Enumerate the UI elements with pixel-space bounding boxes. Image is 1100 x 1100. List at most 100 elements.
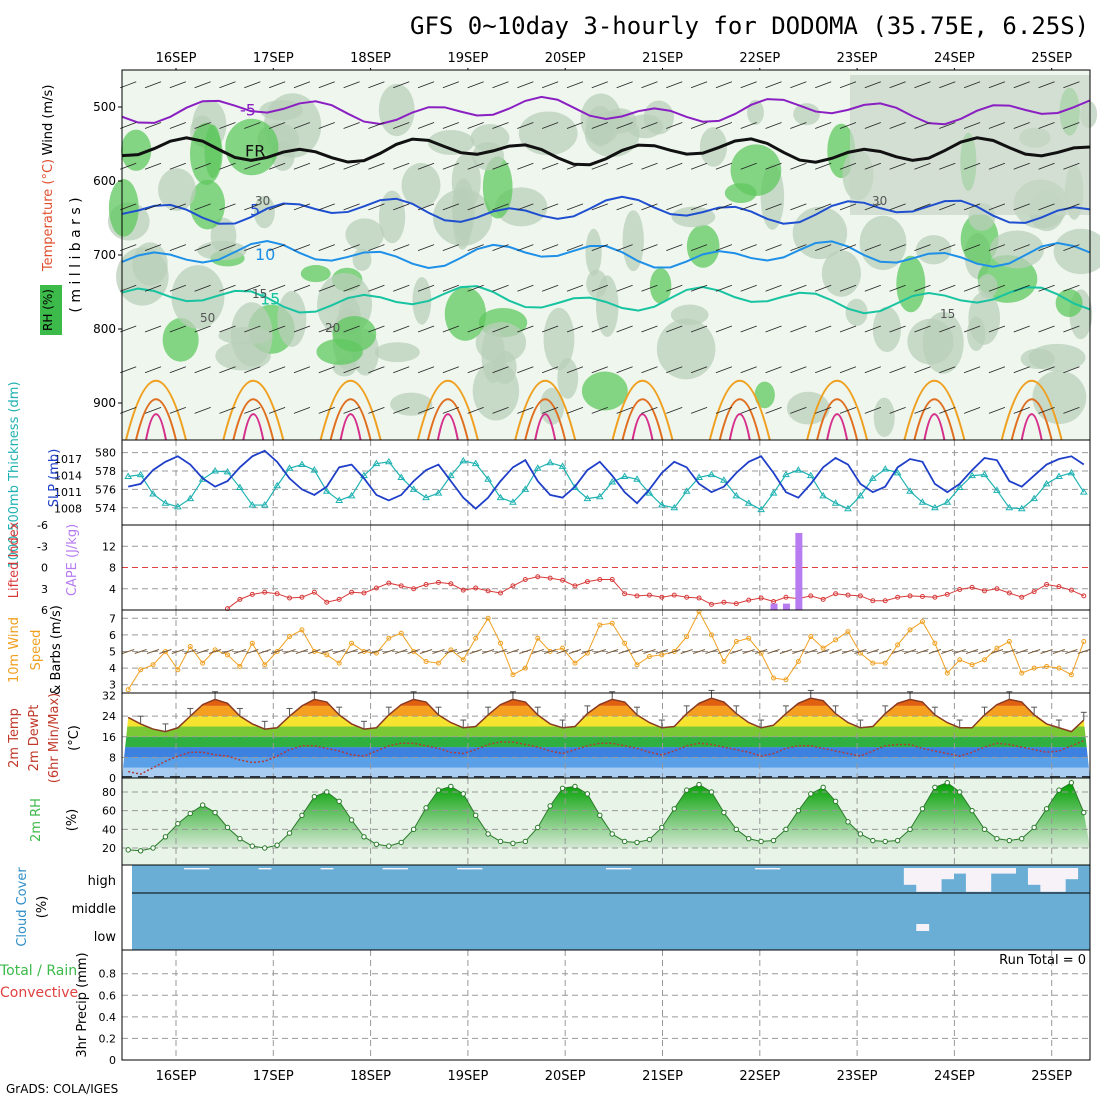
wind-barb [666,407,683,414]
rh-shade-blob [374,342,420,363]
lifted-index-point [721,599,727,605]
thickness-point [782,470,790,478]
wind-barb [194,122,211,129]
rh-shade-blob [444,287,487,341]
isotherm-label: 10 [255,245,275,264]
wind-barb [889,81,906,89]
rh2m-point [386,843,392,849]
wind-barb [715,122,733,129]
wind-barb [169,203,186,211]
isotherm-line [121,136,1091,167]
lifted-index-point [336,596,342,602]
pressure-tick: 500 [93,100,116,114]
lifted-index-point [708,601,714,607]
wind-barb [740,162,757,170]
lifted-index-point [386,580,392,586]
wind-barb [343,284,360,292]
wind-barb [765,284,782,292]
thickness-point [384,457,393,465]
wind-barb [914,325,931,333]
cloud-bar [258,868,272,870]
isotherm-line [121,285,1091,315]
rh-shade-blob [300,265,331,283]
wind10m-point [982,657,988,663]
wind-barb [666,325,683,333]
wind-barb [467,122,484,129]
wind10m-point [746,635,752,641]
thickness-tick: 580 [95,447,116,460]
wind-barb [417,81,435,89]
wind-barb [690,366,708,374]
wind-barb [144,203,162,211]
pressure-tick: 700 [93,248,116,262]
date-tick-bottom: 25SEP [1031,1069,1072,1084]
wind-barb [144,284,162,292]
wind-barb [690,203,708,211]
wind-barb [1013,366,1030,374]
rh2m-point [882,838,888,845]
rh-shade-blob [649,268,672,304]
thickness-point [409,485,418,492]
wind-barb [318,325,335,333]
wind10m-barb [717,649,731,654]
wind-barb [914,81,931,89]
wind-barb [144,244,162,251]
rh-shade-blob [472,361,520,421]
cloud-bar [1052,868,1066,892]
wind-barb [417,203,435,211]
rh2m-point [137,848,144,854]
wind-barb [715,366,733,374]
wind10m-point [895,642,901,648]
dewpt2m-line [128,739,1085,775]
rh-shade-blob [189,179,225,230]
rh2m-point [1006,837,1013,844]
isotherm-20-arch [416,379,479,441]
wind-barb [219,407,236,414]
date-tick-top: 17SEP [253,51,294,66]
rh2m-point [311,793,318,800]
rh2m-area [122,782,1090,848]
wind-barb [492,244,509,251]
wind-barb [790,325,807,333]
lifted-index-point [671,592,677,598]
wind10m-point [870,660,876,666]
wind-barb [467,325,484,333]
wind-barb [815,203,832,211]
thickness-point [484,475,492,482]
lifted-index-line [227,576,1085,609]
wind10m-barb [419,649,433,654]
rh2m-point [708,789,715,795]
wind10m-point [560,645,566,651]
wind10m-point [535,635,541,641]
wind10m-barb [916,649,929,654]
wind-barb [293,81,311,89]
wind-barb [169,244,186,251]
lifted-index-point [820,596,826,602]
lifted-index-point [398,583,404,589]
date-tick-top: 22SEP [739,51,780,66]
rh-shade-blob [557,357,579,399]
ylabel-temp-c: (6hr Min/Max) [47,693,62,783]
thickness-point [856,491,865,499]
wind10m-barb [1027,649,1041,654]
date-tick-bottom: 21SEP [642,1069,683,1084]
wind-barb [194,81,211,89]
wind10m-barb [146,649,160,654]
wind-barb [368,81,385,89]
isotherm-25-arch [913,398,956,441]
wind10m-point [249,640,255,646]
rh2m-point [808,791,814,797]
wind-barb [194,203,211,211]
isotherm-25-arch [426,398,469,441]
wind-barb [393,407,410,414]
rh2m-point [336,798,342,805]
wind-barb [293,407,311,414]
rh2m-point [857,831,864,837]
wind10m-point [808,634,814,640]
wind-barb [343,366,360,374]
wind-barb [318,284,335,292]
wind-barb [790,122,807,129]
wind-barb [492,366,509,374]
wind-barb [1013,284,1030,292]
wind10m-point [1044,663,1050,669]
